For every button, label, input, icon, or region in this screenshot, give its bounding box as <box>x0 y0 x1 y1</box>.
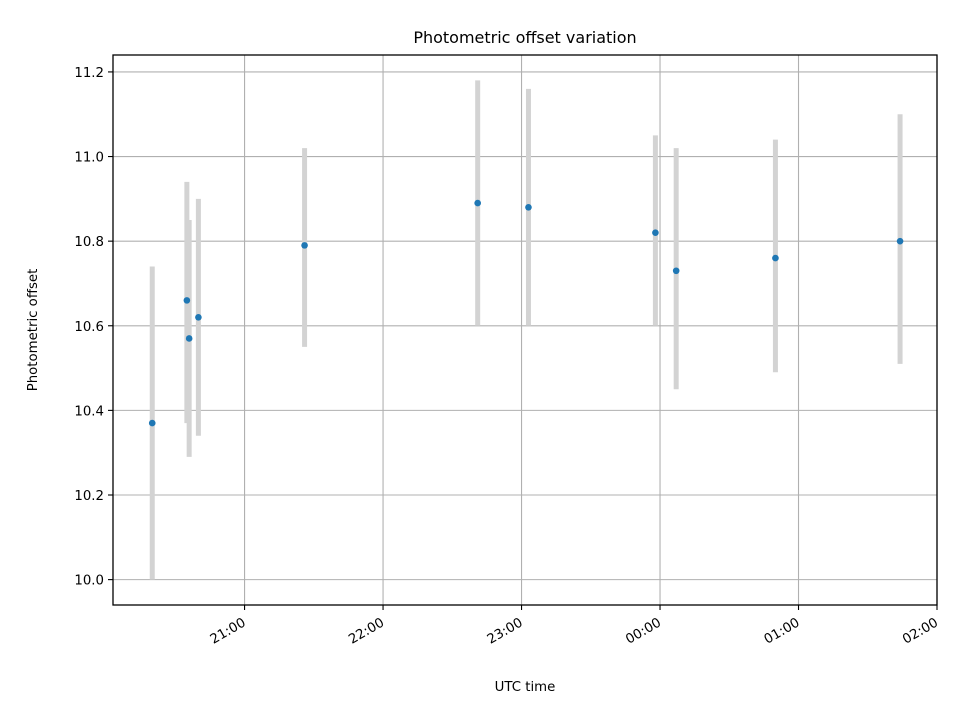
data-point <box>474 199 481 207</box>
x-axis-title: UTC time <box>495 680 556 695</box>
y-tick-label: 10.4 <box>74 404 104 419</box>
y-tick-label: 10.2 <box>74 489 104 504</box>
plot-frame <box>112 54 938 606</box>
data-point <box>183 297 191 304</box>
data-point <box>525 204 532 211</box>
data-point <box>896 237 904 245</box>
y-tick-label: 10.8 <box>74 235 104 250</box>
y-axis-title: Photometric offset <box>26 269 41 392</box>
chart-title: Photometric offset variation <box>413 28 636 47</box>
y-tick-label: 10.6 <box>74 320 104 335</box>
y-tick-label: 11.0 <box>74 151 104 166</box>
data-point <box>672 267 680 275</box>
data-point <box>301 242 308 249</box>
data-point <box>195 314 202 321</box>
data-point <box>652 229 659 236</box>
data-points <box>148 199 904 427</box>
y-axis: 10.0 10.2 10.4 10.6 10.8 11.0 11.2 <box>74 66 113 589</box>
data-point <box>772 254 779 262</box>
data-point <box>185 335 193 342</box>
data-point <box>148 419 156 427</box>
grid <box>113 55 938 605</box>
y-tick-label: 10.0 <box>74 574 104 589</box>
y-tick-label: 11.2 <box>74 66 104 81</box>
